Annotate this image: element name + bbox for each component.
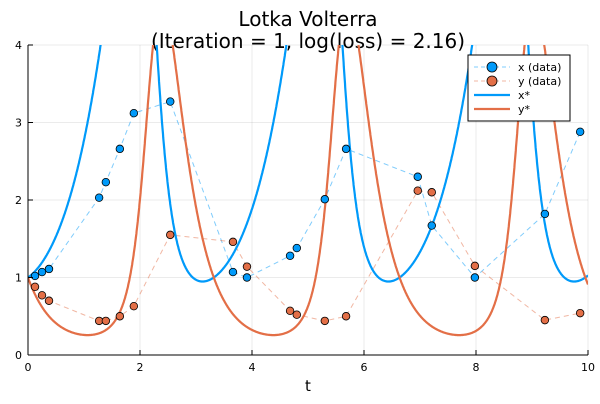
legend-marker-swatch (486, 75, 498, 87)
data-point-y (470, 261, 480, 271)
data-point-y (37, 291, 47, 300)
legend: x (data)y (data)x*y* (467, 54, 571, 122)
data-point-y (427, 188, 436, 197)
chart-title: Lotka Volterra (238, 7, 377, 31)
series-line-y-star (28, 45, 588, 337)
x-tick-label: 8 (473, 361, 480, 374)
x-tick-label: 10 (581, 361, 595, 374)
data-point-x (427, 221, 436, 230)
data-point-x (575, 127, 585, 136)
data-point-y (228, 237, 238, 247)
series-line-x-data (34, 100, 581, 279)
data-point-y (320, 316, 329, 326)
y-tick-label: 1 (15, 272, 22, 285)
data-point-y (341, 312, 351, 321)
data-point-y (115, 312, 125, 321)
data-point-y (292, 310, 301, 319)
plot-area (28, 45, 588, 337)
data-point-y (575, 308, 585, 318)
data-point-x (413, 172, 422, 181)
legend-label: y* (518, 103, 531, 116)
data-point-y (101, 316, 111, 326)
x-axis-label: t (305, 377, 311, 395)
data-point-y (44, 296, 54, 305)
y-tick-label: 2 (15, 194, 22, 207)
data-point-x (94, 193, 104, 202)
data-point-y (413, 186, 422, 195)
data-point-y (129, 301, 139, 311)
data-point-x (166, 97, 175, 106)
data-point-x (540, 209, 550, 219)
data-point-y (242, 262, 252, 271)
data-point-x (242, 273, 252, 282)
data-point-x (341, 144, 351, 154)
data-point-x (44, 264, 54, 274)
data-point-x (470, 273, 480, 282)
data-point-y (166, 230, 175, 240)
data-point-y (540, 315, 550, 325)
chart-subtitle: (Iteration = 1, log(loss) = 2.16) (151, 29, 465, 53)
series-line-y-data (34, 190, 581, 322)
data-point-x (285, 251, 295, 260)
data-point-x (37, 267, 47, 277)
data-point-x (320, 195, 329, 204)
axes: 0 2 4 6 8 10 0 1 2 3 4 (15, 39, 595, 374)
data-point-y (285, 306, 295, 316)
x-tick-label: 0 (25, 361, 32, 374)
data-point-x (129, 108, 139, 118)
x-tick-label: 2 (137, 361, 144, 374)
y-tick-label: 0 (15, 349, 22, 362)
y-tick-label: 4 (15, 39, 22, 52)
data-point-x (101, 177, 111, 187)
data-point-x (292, 243, 301, 253)
x-tick-label: 4 (249, 361, 256, 374)
data-point-x (228, 267, 238, 277)
legend-marker-swatch (486, 61, 498, 73)
y-tick-label: 3 (15, 117, 22, 130)
x-tick-label: 6 (361, 361, 368, 374)
data-point-x (30, 271, 40, 281)
legend-label: y (data) (518, 75, 561, 88)
data-point-x (115, 144, 125, 154)
legend-label: x (data) (518, 61, 561, 74)
legend-label: x* (518, 89, 531, 102)
data-point-y (30, 282, 40, 291)
